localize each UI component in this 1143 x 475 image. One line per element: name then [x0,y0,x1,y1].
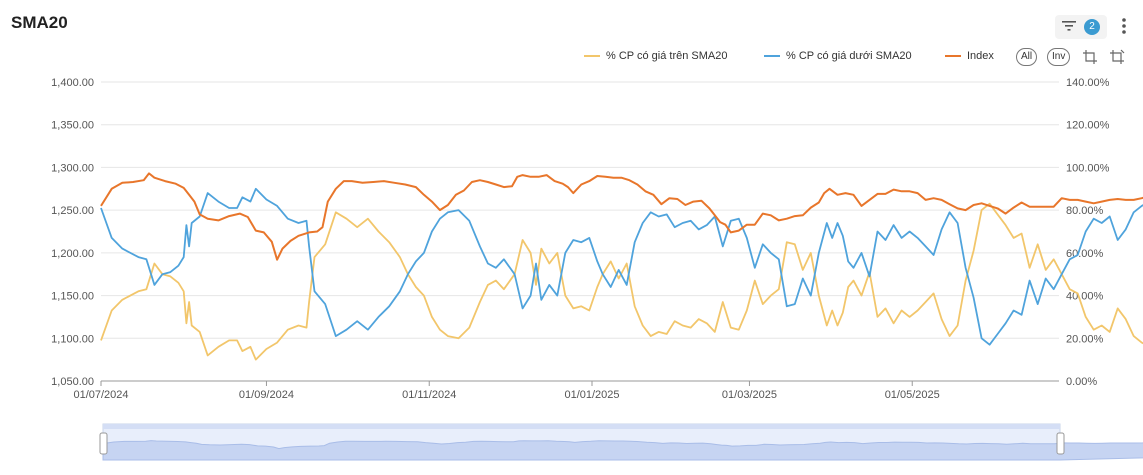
legend-swatch [945,55,961,57]
y-left-tick-label: 1,350.00 [51,120,94,132]
y-right-tick-label: 80.00% [1066,205,1104,217]
y-left-tick-label: 1,050.00 [51,376,94,388]
range-slider-bar [103,424,1060,429]
y-right-tick-label: 100.00% [1066,162,1110,174]
y-left-tick-label: 1,400.00 [51,77,94,89]
x-tick-label: 01/01/2025 [564,389,619,401]
inv-button[interactable]: Inv [1047,48,1071,66]
legend-item-below-sma20[interactable]: % CP có giá dưới SMA20 [764,50,912,62]
legend-item-above-sma20[interactable]: % CP có giá trên SMA20 [584,50,727,62]
y-right-tick-label: 120.00% [1066,120,1110,132]
y-left-tick-label: 1,300.00 [51,162,94,174]
zoom-select-icon[interactable] [1082,49,1098,65]
all-button[interactable]: All [1016,48,1038,66]
zoom-reset-icon[interactable] [1109,49,1125,65]
range-slider-preview [102,440,1143,461]
x-tick-label: 01/11/2024 [402,389,456,401]
series-line-3 [100,172,1143,261]
series-line-2 [100,187,1143,346]
legend-label: % CP có giá dưới SMA20 [786,50,912,62]
x-tick-label: 01/05/2025 [885,389,940,401]
page-title: SMA20 [11,13,68,32]
y-left-tick-label: 1,250.00 [51,205,94,217]
x-tick-label: 01/07/2024 [73,389,128,401]
legend-label: % CP có giá trên SMA20 [606,50,728,62]
range-slider-right-handle[interactable] [1056,432,1065,455]
legend-item-index[interactable]: Index [945,50,994,62]
chart-legend: % CP có giá trên SMA20 % CP có giá dưới … [0,48,1143,66]
range-slider-left-handle[interactable] [99,432,108,455]
y-right-tick-label: 20.00% [1066,333,1104,345]
series-line-1 [100,202,1143,361]
legend-swatch [584,55,600,57]
y-right-tick-label: 140.00% [1066,77,1110,89]
y-left-tick-label: 1,100.00 [51,333,94,345]
more-options-icon[interactable] [1121,17,1127,35]
filter-count-badge: 2 [1084,19,1100,35]
y-right-tick-label: 0.00% [1066,376,1097,388]
y-right-tick-label: 40.00% [1066,291,1104,303]
y-left-tick-label: 1,200.00 [51,248,94,260]
x-tick-label: 01/09/2024 [239,389,294,401]
x-tick-label: 01/03/2025 [722,389,777,401]
y-left-tick-label: 1,150.00 [51,291,94,303]
filter-icon [1062,21,1076,31]
legend-label: Index [967,50,994,62]
legend-swatch [764,55,780,57]
filter-button[interactable]: 2 [1055,15,1107,39]
